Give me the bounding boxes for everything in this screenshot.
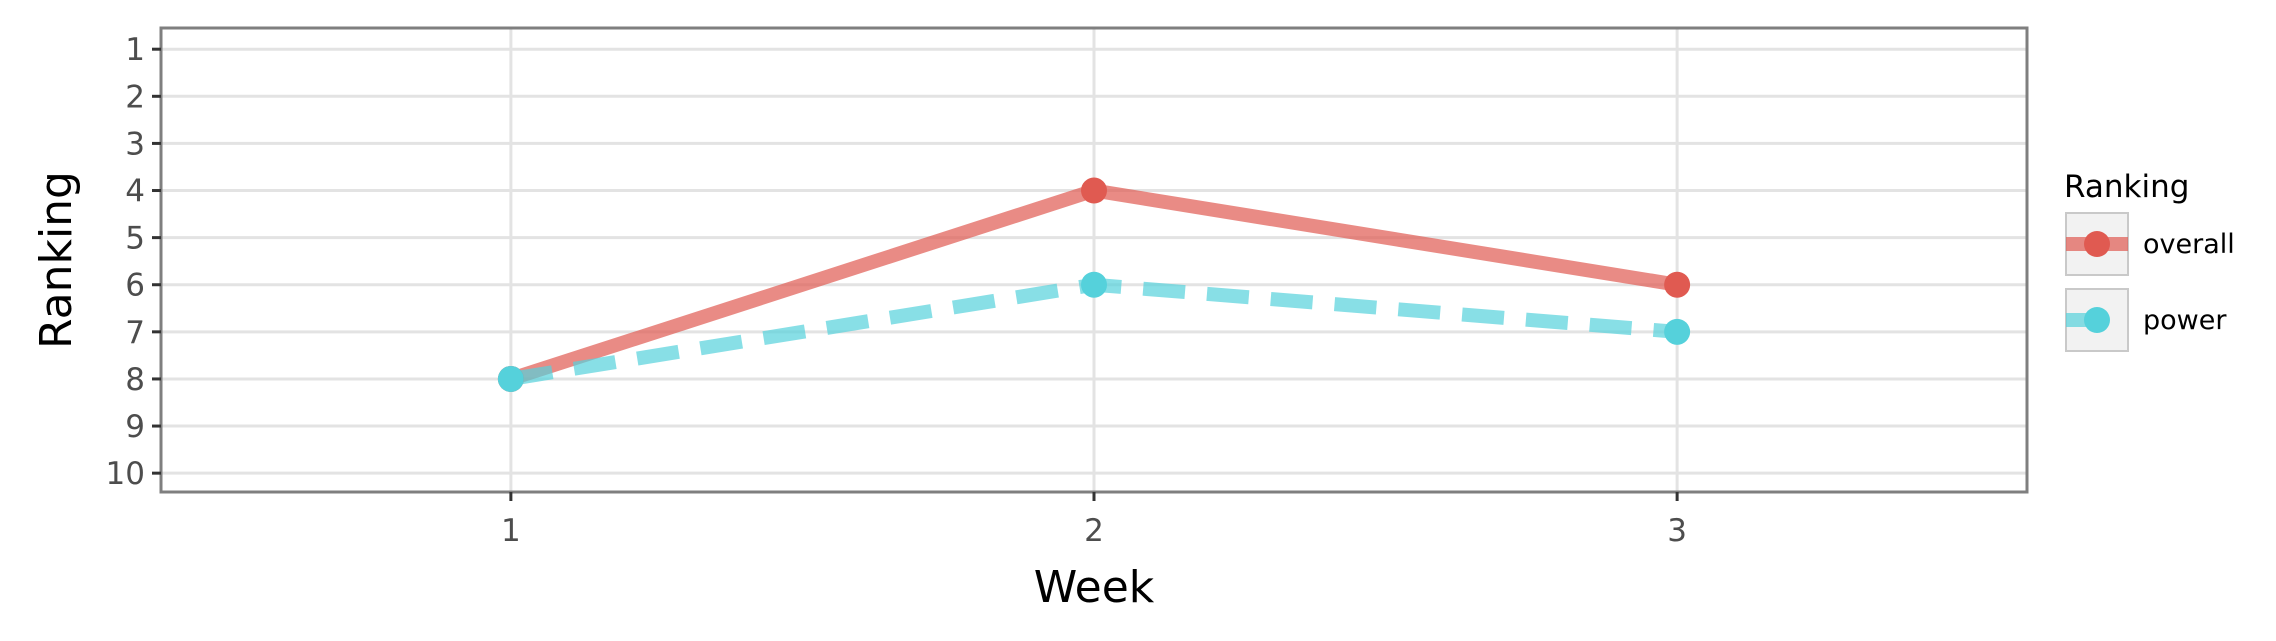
y-tick-label: 7 bbox=[125, 315, 145, 351]
y-tick-label: 10 bbox=[106, 456, 145, 492]
y-tick-label: 8 bbox=[125, 362, 145, 398]
y-tick-label: 5 bbox=[125, 221, 145, 257]
x-tick-label: 2 bbox=[1084, 513, 1104, 549]
y-tick-label: 6 bbox=[125, 268, 145, 304]
axis-ticks: 1 2 3 4 5 6 7 8 9 10 1 2 3 bbox=[106, 32, 1687, 549]
y-tick-label: 4 bbox=[125, 174, 145, 210]
y-axis-title: Ranking bbox=[31, 171, 82, 349]
data-point-overall bbox=[1664, 271, 1691, 298]
data-point-power bbox=[497, 365, 524, 392]
y-tick-label: 2 bbox=[125, 79, 145, 115]
y-tick-label: 9 bbox=[125, 409, 145, 445]
gridlines bbox=[161, 28, 2027, 492]
x-tick-label: 3 bbox=[1667, 513, 1687, 549]
legend-point-power bbox=[2084, 307, 2110, 333]
data-point-power bbox=[1081, 271, 1107, 298]
x-tick-label: 1 bbox=[501, 513, 521, 549]
legend: Ranking overall power bbox=[2064, 169, 2235, 352]
legend-items: overall power bbox=[2065, 212, 2235, 352]
legend-point-overall bbox=[2084, 231, 2110, 257]
data-point-power bbox=[1664, 318, 1691, 345]
series-lines bbox=[497, 177, 1691, 392]
legend-title: Ranking bbox=[2064, 169, 2189, 205]
legend-label-power: power bbox=[2143, 305, 2227, 336]
y-tick-label: 3 bbox=[125, 126, 145, 162]
legend-label-overall: overall bbox=[2143, 229, 2235, 260]
x-axis-title: Week bbox=[1034, 562, 1155, 613]
y-tick-label: 1 bbox=[125, 32, 145, 68]
data-point-overall bbox=[1081, 177, 1107, 204]
